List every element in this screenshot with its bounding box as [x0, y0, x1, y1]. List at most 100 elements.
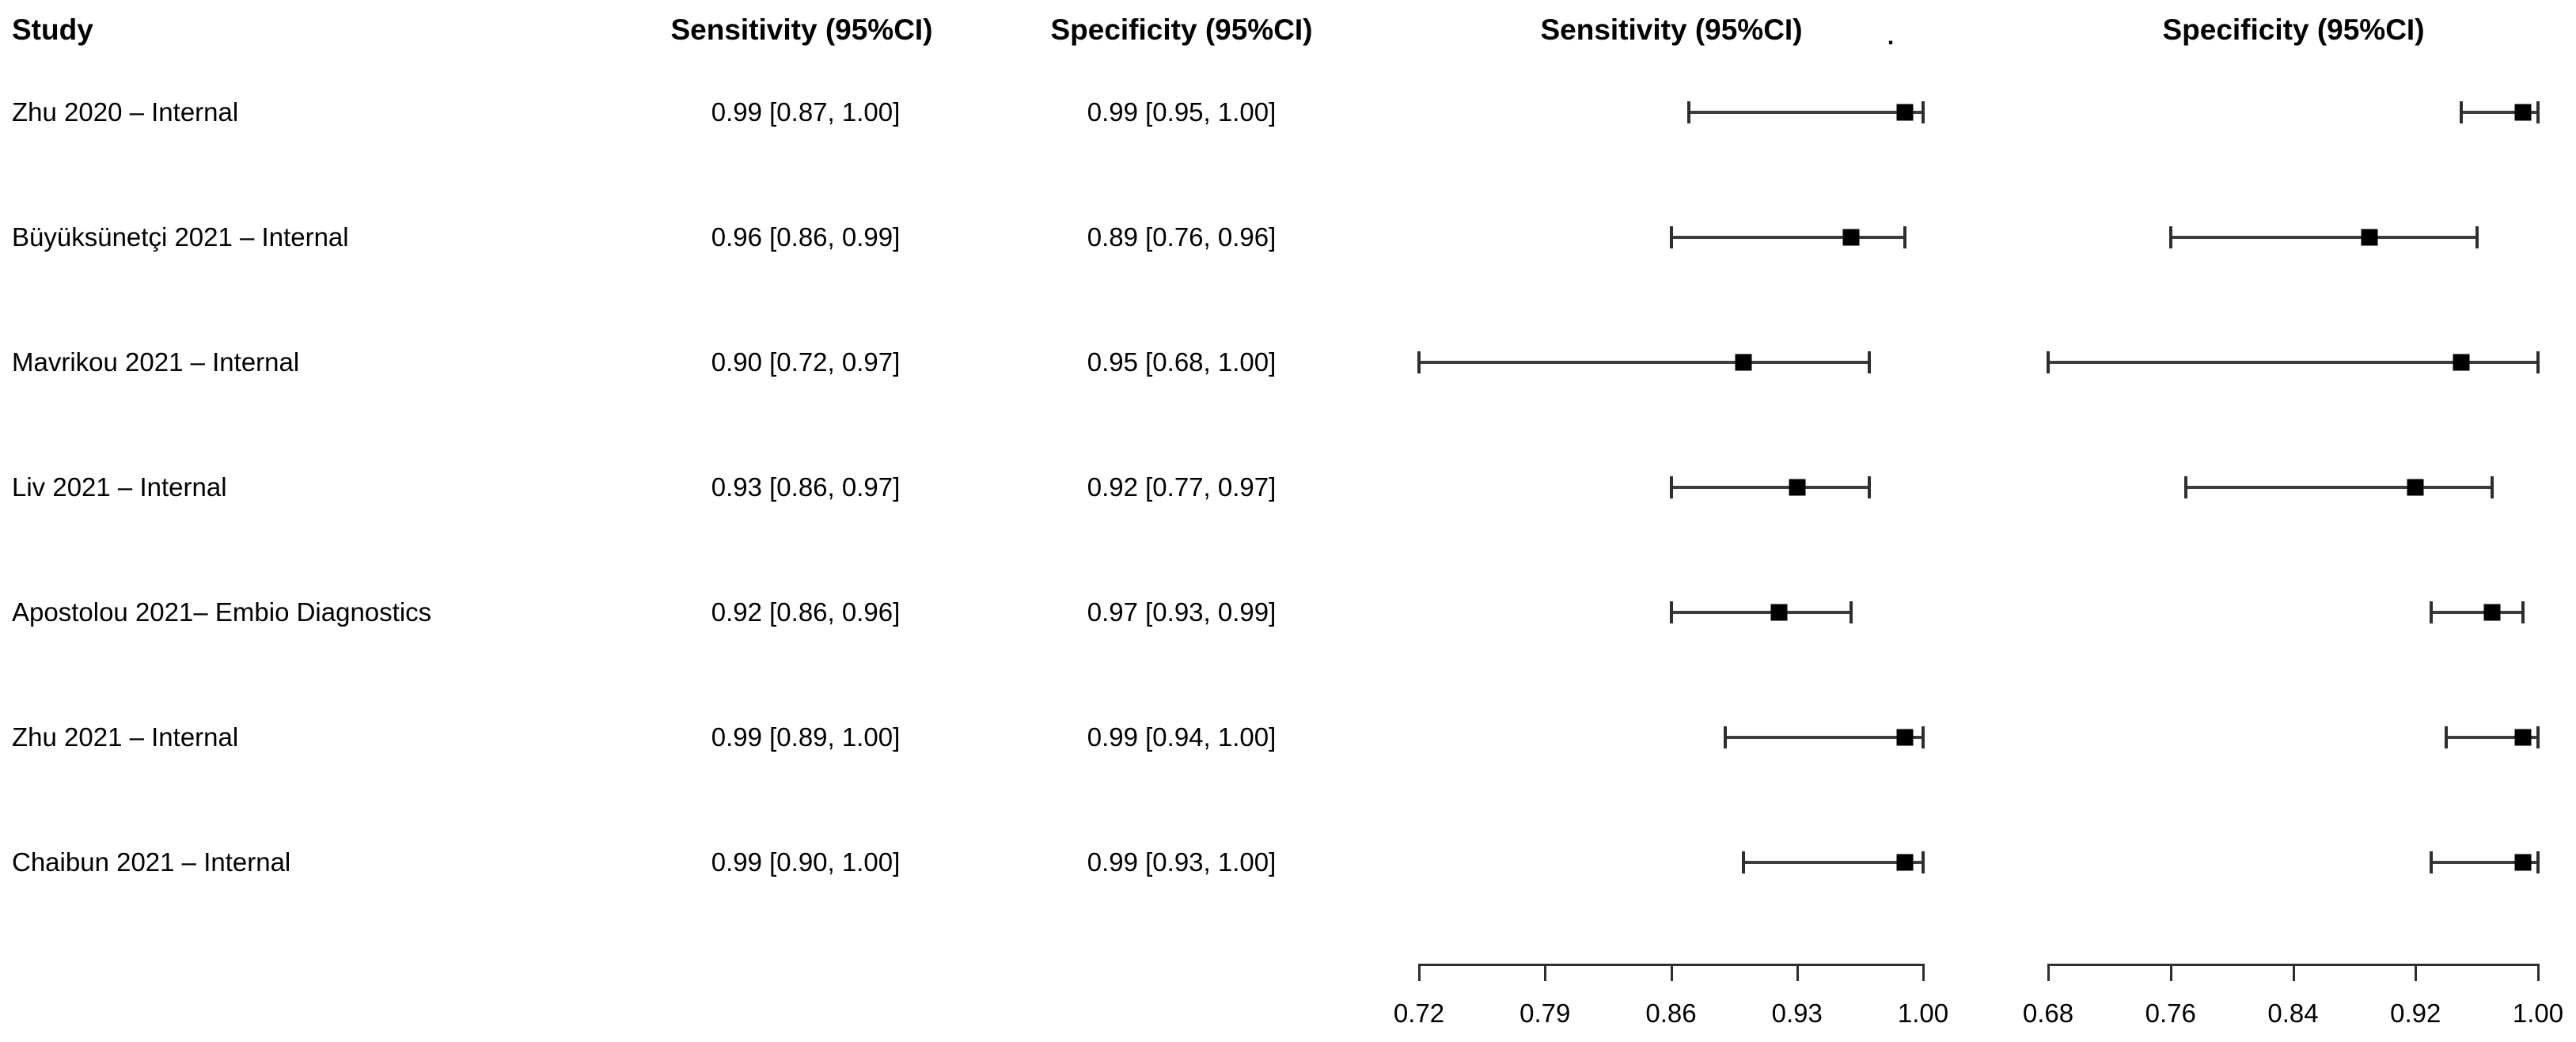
study-row-label: Zhu 2021 – Internal [12, 722, 239, 752]
sensitivity-axis-tick-label: 0.93 [1771, 998, 1823, 1028]
sensitivity-ci-endcap-left [1669, 476, 1673, 498]
specificity-ci-endcap-left [2184, 476, 2188, 498]
sensitivity-point-estimate-marker [1789, 479, 1806, 496]
sensitivity-ci-endcap-right [1867, 351, 1871, 373]
specificity-ci-endcap-left [2047, 351, 2050, 373]
sensitivity-ci-line [1743, 861, 1923, 864]
specificity-axis-tick [2169, 964, 2172, 981]
specificity-point-estimate-marker [2453, 354, 2470, 371]
specificity-ci-endcap-left [2429, 601, 2433, 623]
specificity-ci-endcap-right [2536, 351, 2540, 373]
specificity-ci-endcap-left [2168, 226, 2172, 248]
sensitivity-axis-tick [1796, 964, 1799, 981]
specificity-point-estimate-marker [2361, 229, 2378, 246]
specificity-axis-tick-label: 0.84 [2267, 998, 2319, 1028]
sensitivity-ci-line [1724, 736, 1923, 739]
specificity-ci-value: 0.92 [0.77, 0.97] [1087, 472, 1277, 502]
sensitivity-ci-line [1671, 611, 1851, 614]
sensitivity-ci-line [1689, 111, 1923, 114]
sensitivity-ci-value: 0.99 [0.89, 1.00] [711, 722, 901, 752]
sensitivity-ci-endcap-left [1687, 101, 1691, 123]
sensitivity-ci-endcap-left [1669, 226, 1673, 248]
specificity-ci-value: 0.99 [0.94, 1.00] [1087, 722, 1277, 752]
specificity-ci-value: 0.95 [0.68, 1.00] [1087, 347, 1277, 377]
sensitivity-ci-endcap-left [1723, 726, 1727, 748]
specificity-ci-line [2170, 236, 2477, 239]
specificity-axis-tick-label: 1.00 [2512, 998, 2564, 1028]
specificity-ci-endcap-left [2444, 726, 2448, 748]
specificity-axis-tick [2537, 964, 2540, 981]
column-header-sensitivity-ci: Sensitivity (95%CI) [670, 13, 933, 46]
specificity-ci-endcap-right [2521, 601, 2525, 623]
specificity-axis-tick [2047, 964, 2050, 981]
specificity-ci-value: 0.97 [0.93, 0.99] [1087, 597, 1277, 627]
specificity-point-estimate-marker [2407, 479, 2424, 496]
specificity-ci-endcap-right [2536, 851, 2540, 873]
study-row-label: Apostolou 2021– Embio Diagnostics [12, 597, 432, 627]
specificity-point-estimate-marker [2514, 854, 2532, 871]
sensitivity-ci-endcap-left [1669, 601, 1673, 623]
sensitivity-point-estimate-marker [1735, 354, 1751, 371]
specificity-ci-line [2430, 861, 2538, 864]
specificity-ci-endcap-right [2536, 726, 2540, 748]
sensitivity-axis-tick [1418, 964, 1421, 981]
specificity-point-estimate-marker [2514, 104, 2532, 121]
sensitivity-point-estimate-marker [1842, 229, 1860, 246]
study-row-label: Liv 2021 – Internal [12, 472, 227, 502]
sensitivity-ci-endcap-right [1867, 476, 1871, 498]
specificity-axis-tick [2292, 964, 2295, 981]
sensitivity-ci-endcap-left [1741, 851, 1745, 873]
column-header-specificity-ci: Specificity (95%CI) [1050, 13, 1313, 46]
sensitivity-ci-endcap-right [1849, 601, 1853, 623]
specificity-ci-line [2461, 111, 2538, 114]
specificity-axis-tick-label: 0.68 [2022, 998, 2074, 1028]
sensitivity-point-estimate-marker [1896, 729, 1914, 746]
sensitivity-axis-tick-label: 0.79 [1519, 998, 1571, 1028]
specificity-ci-value: 0.89 [0.76, 0.96] [1087, 222, 1277, 252]
sensitivity-axis-tick-label: 1.00 [1897, 998, 1949, 1028]
sensitivity-ci-endcap-right [1922, 851, 1925, 873]
specificity-point-estimate-marker [2483, 604, 2501, 621]
sensitivity-axis-tick-label: 0.86 [1645, 998, 1697, 1028]
plot-header-sensitivity: Sensitivity (95%CI) [1540, 13, 1803, 46]
sensitivity-point-estimate-marker [1896, 104, 1914, 121]
column-header-study: Study [12, 13, 93, 46]
sensitivity-ci-endcap-right [1922, 726, 1925, 748]
sensitivity-ci-line [1671, 236, 1906, 239]
specificity-ci-endcap-right [2536, 101, 2540, 123]
sensitivity-ci-value: 0.93 [0.86, 0.97] [711, 472, 901, 502]
specificity-ci-line [2430, 611, 2523, 614]
sensitivity-ci-value: 0.92 [0.86, 0.96] [711, 597, 901, 627]
specificity-ci-endcap-left [2429, 851, 2433, 873]
specificity-ci-endcap-right [2475, 226, 2479, 248]
sensitivity-ci-endcap-left [1417, 351, 1421, 373]
specificity-ci-line [2048, 361, 2538, 364]
specificity-axis-tick-label: 0.76 [2145, 998, 2196, 1028]
sensitivity-ci-line [1671, 486, 1869, 489]
study-row-label: Chaibun 2021 – Internal [12, 847, 291, 877]
plot-header-specificity: Specificity (95%CI) [2162, 13, 2425, 46]
sensitivity-axis-tick-label: 0.72 [1393, 998, 1445, 1028]
header-dot: . [1887, 24, 1895, 50]
study-row-label: Zhu 2020 – Internal [12, 97, 239, 127]
sensitivity-axis-tick [1922, 964, 1925, 981]
sensitivity-ci-line [1419, 361, 1869, 364]
specificity-ci-endcap-left [2460, 101, 2464, 123]
sensitivity-ci-value: 0.96 [0.86, 0.99] [711, 222, 901, 252]
specificity-point-estimate-marker [2514, 729, 2532, 746]
study-row-label: Mavrikou 2021 – Internal [12, 347, 300, 377]
specificity-ci-line [2445, 736, 2538, 739]
sensitivity-ci-value: 0.99 [0.90, 1.00] [711, 847, 901, 877]
sensitivity-point-estimate-marker [1770, 604, 1788, 621]
sensitivity-axis-tick [1544, 964, 1547, 981]
specificity-ci-value: 0.99 [0.93, 1.00] [1087, 847, 1277, 877]
sensitivity-point-estimate-marker [1896, 854, 1914, 871]
study-row-label: Büyüksünetçi 2021 – Internal [12, 222, 349, 252]
sensitivity-ci-endcap-right [1903, 226, 1907, 248]
specificity-axis-tick [2415, 964, 2418, 981]
specificity-axis-tick-label: 0.92 [2390, 998, 2441, 1028]
sensitivity-ci-value: 0.90 [0.72, 0.97] [711, 347, 901, 377]
specificity-ci-endcap-right [2490, 476, 2494, 498]
sensitivity-ci-endcap-right [1922, 101, 1925, 123]
